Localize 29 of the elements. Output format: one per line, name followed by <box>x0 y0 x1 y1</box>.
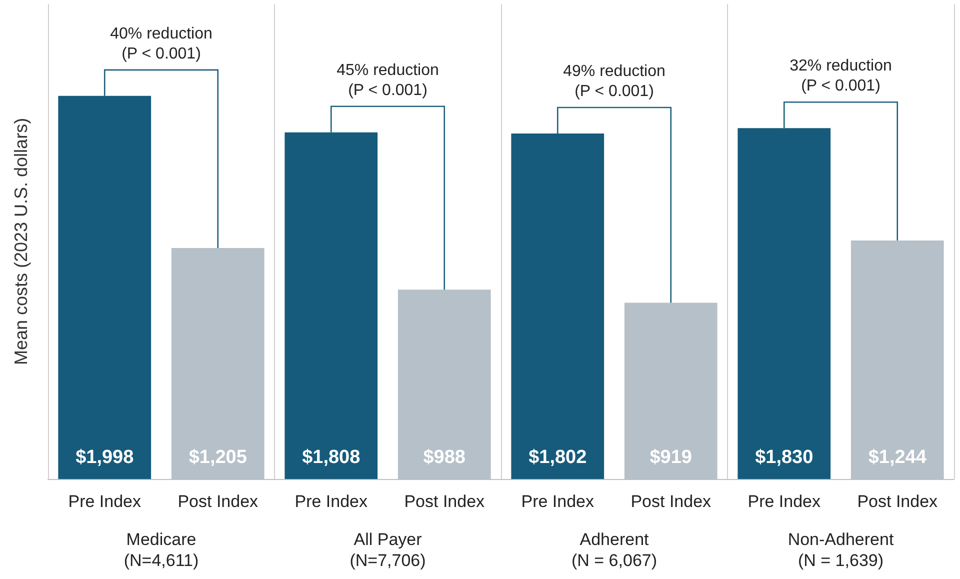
text: Pre Index <box>294 492 368 511</box>
series-label: Pre Index <box>68 492 142 511</box>
bar <box>738 128 831 479</box>
text: Post Index <box>404 492 485 511</box>
annotation: 49% reduction (P < 0.001) <box>563 63 666 100</box>
bar <box>58 96 152 479</box>
text: 32% reduction (P < 0.001) <box>790 58 892 95</box>
data-label: $1,205 <box>188 447 248 468</box>
annotation: 45% reduction (P < 0.001) <box>336 62 439 99</box>
data-label: $1,244 <box>868 447 927 468</box>
text: Post Index <box>857 492 938 511</box>
data-label: $1,998 <box>76 447 134 468</box>
y-axis-title: Mean costs (2023 U.S. dollars) <box>11 118 31 366</box>
data-label: $919 <box>650 447 692 468</box>
x-tick-label: All Payer (N=7,706) <box>350 530 426 570</box>
data-label: $1,802 <box>528 447 587 468</box>
bar <box>284 132 378 479</box>
text: Pre Index <box>748 492 821 511</box>
x-tick-label: Medicare (N=4,611) <box>124 530 199 570</box>
x-tick-label: Non-Adherent (N = 1,639) <box>788 530 894 570</box>
x-tick-label: Adherent (N = 6,067) <box>571 530 658 570</box>
data-label: $988 <box>423 447 466 468</box>
text: 40% reduction (P < 0.001) <box>110 25 212 62</box>
series-label: Post Index <box>178 492 259 511</box>
text: Post Index <box>630 492 712 511</box>
data-label: $1,830 <box>755 447 814 468</box>
data-label: $1,808 <box>302 447 360 468</box>
text: Pre Index <box>521 492 594 511</box>
bar <box>511 134 604 479</box>
